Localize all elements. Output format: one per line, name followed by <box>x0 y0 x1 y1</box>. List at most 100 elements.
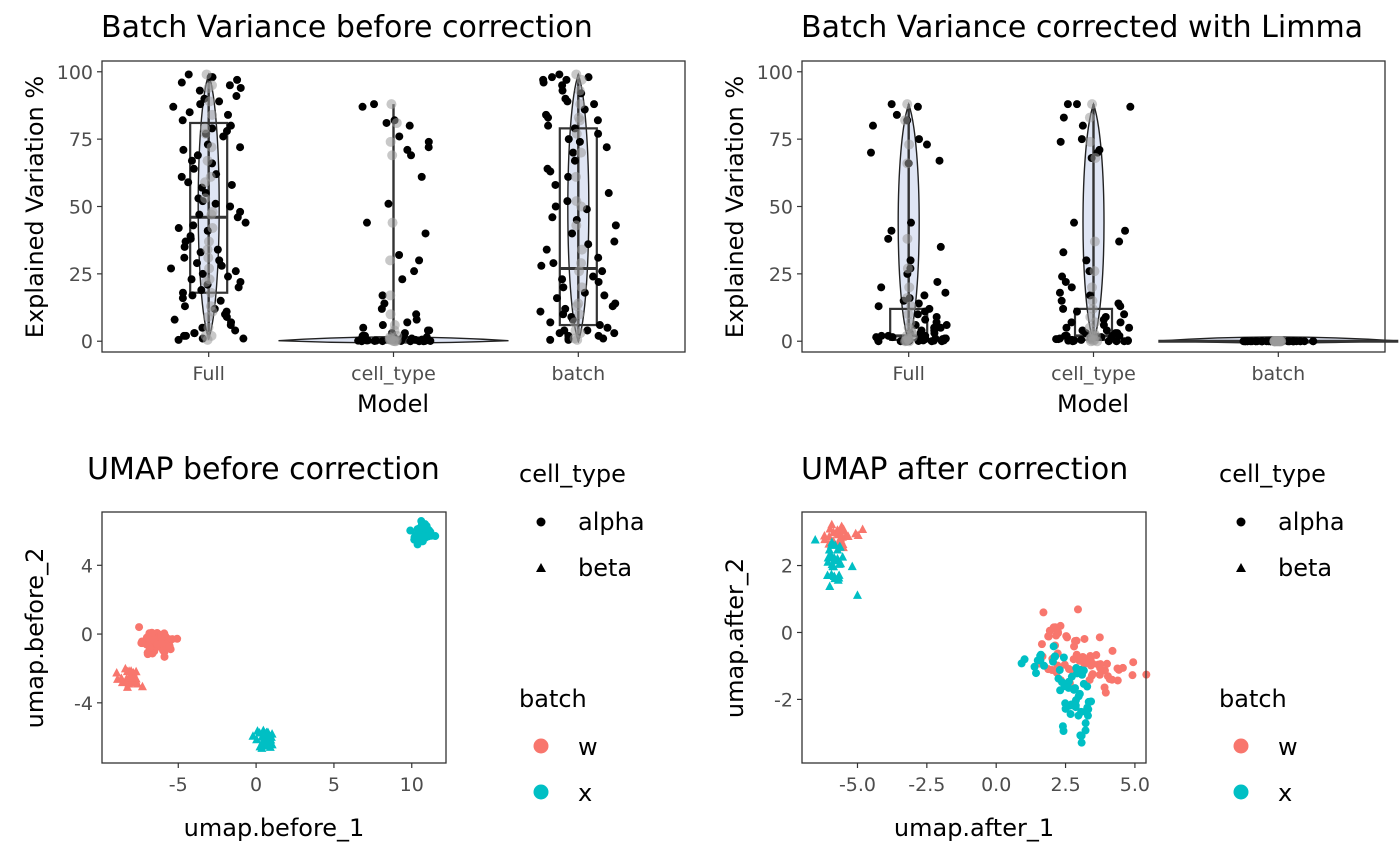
data-point-overlay <box>207 109 218 120</box>
data-point <box>189 164 198 173</box>
data-point <box>1112 337 1121 346</box>
data-point-alpha-w <box>1086 655 1095 664</box>
data-point <box>1116 318 1125 327</box>
data-point <box>382 118 391 127</box>
data-point-alpha-x <box>1081 719 1090 728</box>
data-point <box>181 331 190 340</box>
data-point <box>563 197 572 206</box>
data-point-beta-x <box>263 733 273 743</box>
x-tick-label: batch <box>551 363 605 385</box>
data-point <box>178 116 187 125</box>
data-point <box>562 75 571 84</box>
data-point-alpha-x <box>1081 707 1090 716</box>
x-tick-label: Full <box>192 363 225 385</box>
data-point-overlay <box>200 330 211 341</box>
data-point <box>1116 302 1125 311</box>
data-point <box>1262 337 1271 346</box>
data-point <box>227 180 236 189</box>
data-point <box>542 245 551 254</box>
data-point <box>384 199 393 208</box>
data-point <box>180 242 189 251</box>
data-point-beta-w <box>122 682 132 691</box>
data-point <box>603 323 612 332</box>
data-point <box>933 277 942 286</box>
x-tick-label: -5.0 <box>839 774 876 796</box>
data-point-alpha-w <box>1102 659 1111 668</box>
data-point-alpha-x <box>1075 689 1084 698</box>
chart-title: Batch Variance before correction <box>101 10 593 45</box>
data-point <box>174 335 183 344</box>
data-point-overlay <box>903 309 914 320</box>
data-point <box>222 307 231 316</box>
data-point <box>1059 248 1068 257</box>
data-point-alpha-w <box>1080 634 1089 643</box>
data-point <box>892 110 901 119</box>
data-point-alpha-w <box>1105 675 1114 684</box>
data-point <box>920 291 929 300</box>
data-point <box>405 121 414 130</box>
data-point <box>1284 337 1293 346</box>
data-point <box>1082 256 1091 265</box>
data-point-beta-x <box>823 557 833 566</box>
data-point <box>184 178 193 187</box>
legend-key-beta <box>1236 563 1246 572</box>
data-point <box>589 272 598 281</box>
data-point-alpha-w <box>1063 633 1072 642</box>
data-point <box>1102 326 1111 335</box>
y-tick-label: 2 <box>781 556 793 578</box>
data-point <box>239 334 248 343</box>
data-point <box>887 100 896 109</box>
data-point <box>544 121 553 130</box>
y-tick-label: -4 <box>74 693 93 715</box>
data-point <box>359 323 368 332</box>
data-point-beta-x <box>825 581 835 590</box>
data-point <box>1077 135 1086 144</box>
legend-label-x: x <box>578 779 592 807</box>
data-point-beta-x <box>810 534 820 544</box>
data-point <box>913 310 922 319</box>
data-point <box>610 329 619 338</box>
data-point-overlay <box>576 201 587 212</box>
legend-label-alpha: alpha <box>578 508 645 536</box>
x-tick-label: cell_type <box>1051 363 1136 385</box>
data-point-beta-x <box>830 540 840 549</box>
data-point <box>178 294 187 303</box>
data-point-alpha-w <box>1073 605 1082 614</box>
x-tick-label: 10 <box>400 774 424 796</box>
data-point <box>231 267 240 276</box>
y-tick-label: 100 <box>757 62 793 84</box>
data-point <box>370 100 379 109</box>
data-point-alpha-w <box>1088 670 1097 679</box>
panel-variance-before: Batch Variance before correction Explain… <box>21 10 686 418</box>
data-point-overlay <box>575 99 586 110</box>
data-point-beta-w <box>117 677 127 687</box>
data-point <box>604 189 613 198</box>
legend-key-beta <box>536 563 546 572</box>
legend-key-w <box>1233 738 1249 754</box>
legend-label-w: w <box>578 733 598 761</box>
data-point <box>595 321 604 330</box>
data-point-overlay <box>1090 153 1101 163</box>
data-point-alpha-x <box>1033 656 1042 665</box>
plot-area: -5.0 -2.5 0.0 2.5 5.0 2 0 -2 <box>774 511 1151 796</box>
data-point <box>874 337 883 346</box>
x-tick-label: Full <box>892 363 925 385</box>
chart-title: UMAP before correction <box>87 452 440 487</box>
data-point <box>378 321 387 330</box>
data-point-beta-w <box>858 524 868 534</box>
data-point-beta-x <box>257 737 267 747</box>
data-point <box>549 259 558 268</box>
data-point <box>1062 323 1071 332</box>
data-point-beta-w <box>116 673 126 683</box>
legend-key-alpha <box>1236 517 1246 527</box>
data-point <box>1120 337 1129 346</box>
data-point <box>551 180 560 189</box>
data-point-overlay <box>1276 336 1287 347</box>
data-point <box>920 307 929 316</box>
data-point-beta-x <box>828 561 838 571</box>
data-point-overlay <box>1084 112 1095 123</box>
y-tick-label: 0 <box>81 624 93 646</box>
data-point-beta-w <box>837 521 847 531</box>
data-point-overlay <box>1087 303 1098 314</box>
y-tick-label: 50 <box>769 197 793 219</box>
